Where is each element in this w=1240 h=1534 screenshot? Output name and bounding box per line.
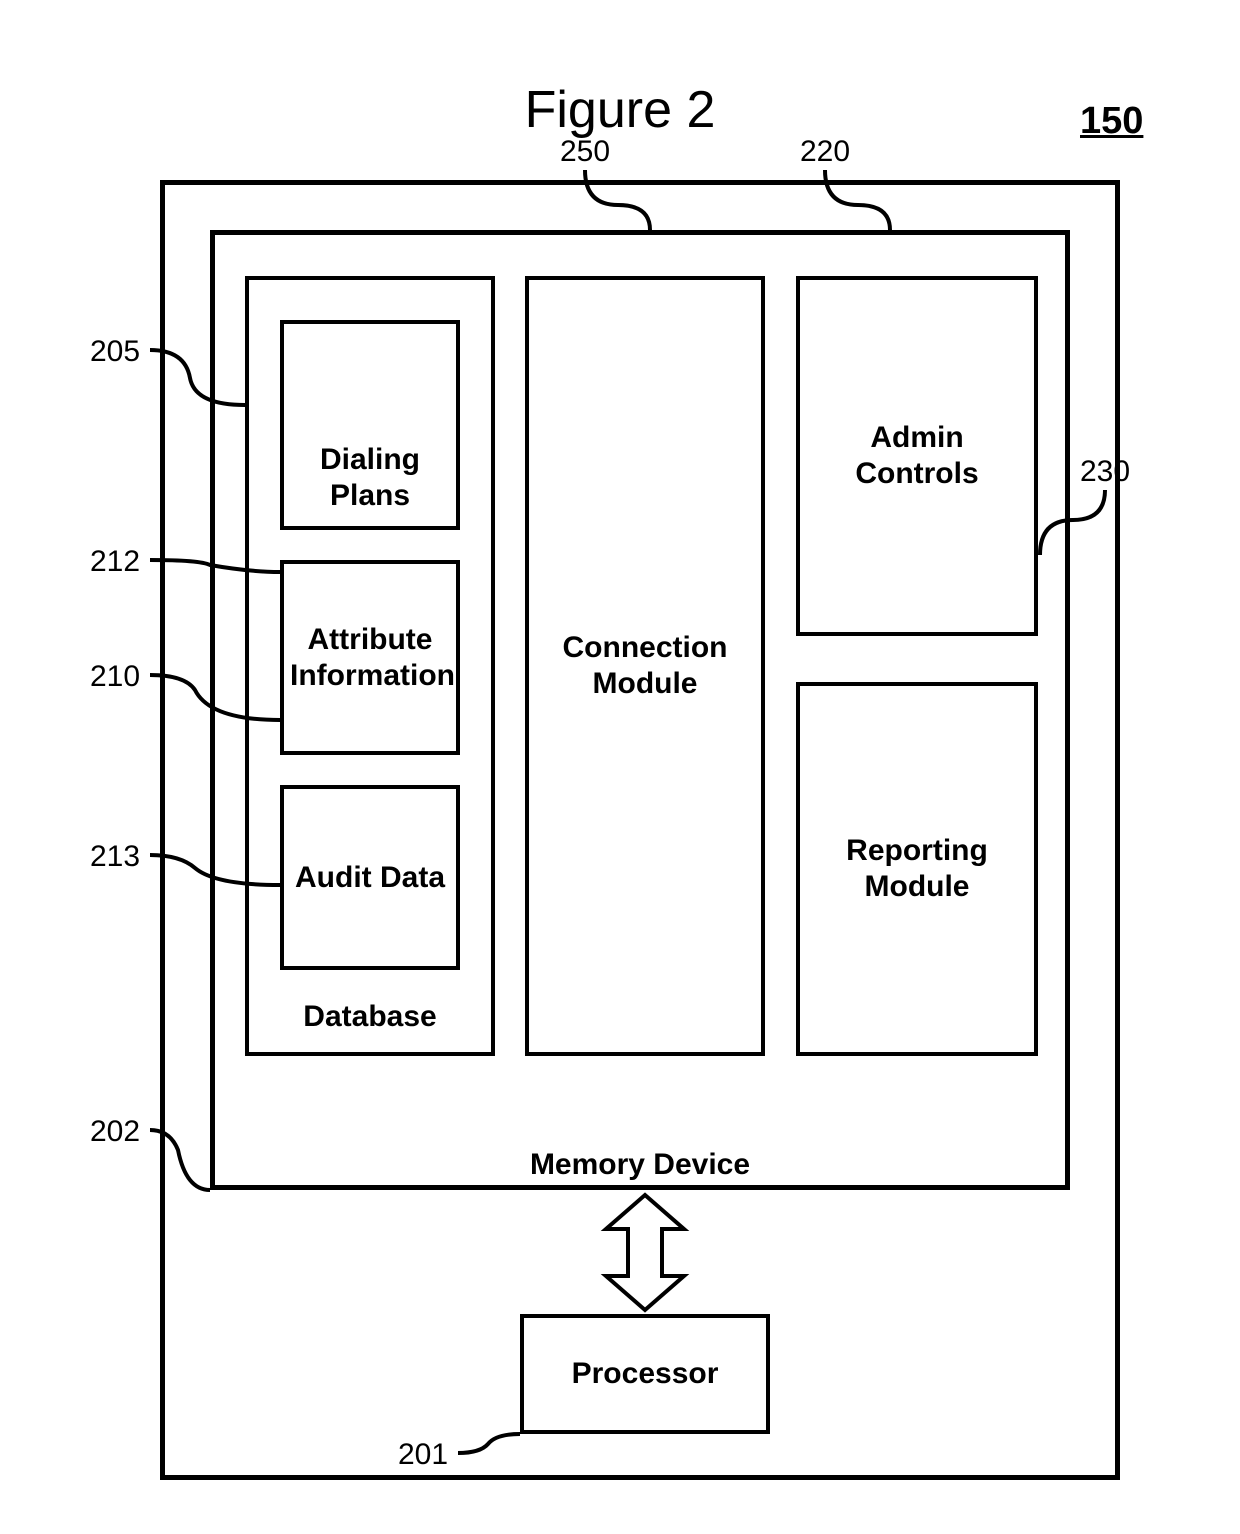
- ref-label-201: 201: [398, 1438, 448, 1472]
- ref-label-202: 202: [90, 1115, 140, 1149]
- attribute-info-box: Attribute Information: [280, 560, 460, 755]
- memory-device-caption: Memory Device: [210, 1148, 1070, 1182]
- audit-data-box: Audit Data: [280, 785, 460, 970]
- figure-title: Figure 2: [0, 80, 1240, 140]
- audit-data-label: Audit Data: [284, 860, 456, 896]
- ref-label-212: 212: [90, 545, 140, 579]
- connection-module-label: Connection Module: [529, 630, 761, 702]
- processor-box: Processor: [520, 1314, 770, 1434]
- database-caption: Database: [245, 1000, 495, 1034]
- reporting-module-label: Reporting Module: [800, 833, 1034, 905]
- figure-page: Figure 2 150 Dialing Plans Attribute Inf…: [0, 0, 1240, 1534]
- ref-label-213: 213: [90, 840, 140, 874]
- connection-module-box: Connection Module: [525, 276, 765, 1056]
- ref-label-230: 230: [1080, 455, 1130, 489]
- admin-controls-box: Admin Controls: [796, 276, 1038, 636]
- admin-controls-label: Admin Controls: [800, 420, 1034, 492]
- figure-number: 150: [1080, 100, 1143, 143]
- reporting-module-box: Reporting Module: [796, 682, 1038, 1056]
- ref-label-210: 210: [90, 660, 140, 694]
- dialing-plans-box: Dialing Plans: [280, 320, 460, 530]
- processor-label: Processor: [524, 1356, 766, 1392]
- ref-label-205: 205: [90, 335, 140, 369]
- ref-label-220: 220: [800, 135, 850, 169]
- attribute-info-label: Attribute Information: [284, 622, 456, 694]
- dialing-plans-label: Dialing Plans: [284, 442, 456, 514]
- ref-label-250: 250: [560, 135, 610, 169]
